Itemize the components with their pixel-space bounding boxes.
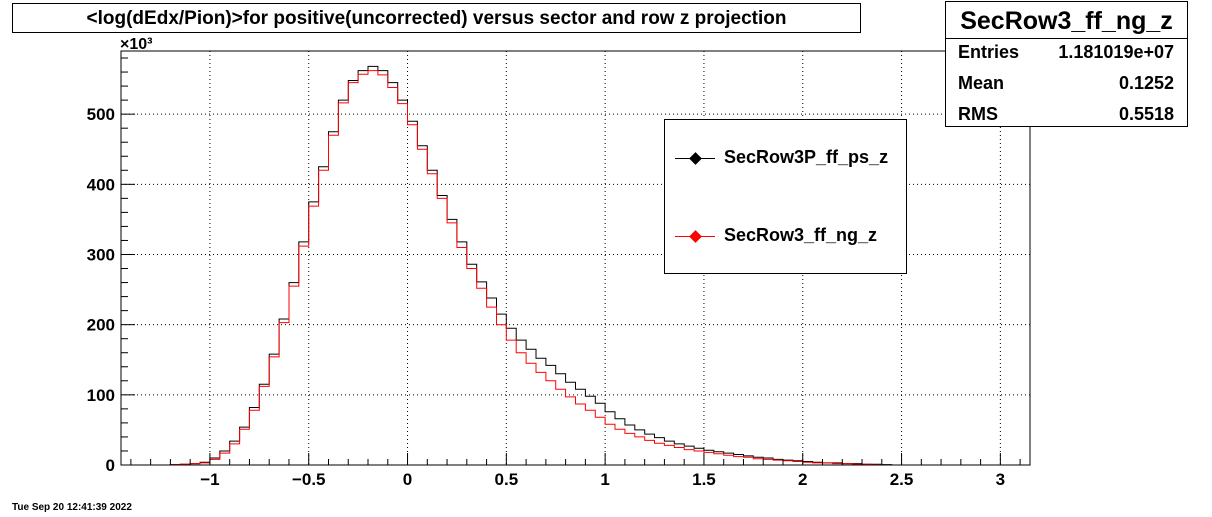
legend-label: SecRow3P_ff_ps_z bbox=[724, 147, 889, 167]
stats-histogram-name: SecRow3_ff_ng_z bbox=[946, 5, 1187, 39]
x-tick-label: 2 bbox=[798, 470, 807, 489]
x-tick-label: 1.5 bbox=[692, 470, 716, 489]
x-tick-label: 1 bbox=[600, 470, 609, 489]
x-tick-label: 0 bbox=[403, 470, 412, 489]
x-tick-label: 2.5 bbox=[890, 470, 914, 489]
stats-rms-value: 0.5518 bbox=[1118, 104, 1174, 124]
axes: −1 −0.5 0 0.5 1 1.5 2 2.5 3 0 100 200 300 400 500 bbox=[87, 57, 1021, 489]
y-tick-label: 300 bbox=[87, 245, 115, 264]
legend-label: SecRow3_ff_ng_z bbox=[724, 225, 878, 245]
y-tick-label: 500 bbox=[87, 105, 115, 124]
chart-title-box: <log(dEdx/Pion)>for positive(uncorrected… bbox=[12, 3, 861, 33]
stats-mean-label: Mean bbox=[958, 73, 1005, 93]
stats-entries-label: Entries bbox=[958, 42, 1020, 62]
stats-entries-value: 1.181019e+07 bbox=[1058, 42, 1174, 62]
chart-title: <log(dEdx/Pion)>for positive(uncorrected… bbox=[86, 8, 787, 29]
stats-box: SecRow3_ff_ng_z Entries 1.181019e+07 Mea… bbox=[945, 1, 1188, 127]
y-axis-multiplier: ×10³ bbox=[120, 36, 152, 53]
x-tick-label: 3 bbox=[996, 470, 1005, 489]
legend-entry-secrow3p: SecRow3P_ff_ps_z bbox=[665, 144, 906, 174]
series-line-SecRow3P_ff_ps_z bbox=[130, 65, 922, 466]
y-tick-label: 100 bbox=[87, 386, 115, 405]
y-tick-label: 400 bbox=[87, 175, 115, 194]
diamond-marker-icon bbox=[689, 230, 702, 243]
diamond-marker-icon bbox=[689, 152, 702, 165]
y-tick-label: 0 bbox=[106, 456, 115, 475]
x-tick-label: 0.5 bbox=[495, 470, 519, 489]
timestamp: Tue Sep 20 12:41:39 2022 bbox=[12, 502, 132, 513]
y-tick-label: 200 bbox=[87, 316, 115, 335]
stats-mean-value: 0.1252 bbox=[1118, 73, 1174, 93]
plot-frame bbox=[120, 50, 1031, 466]
legend-entry-secrow3: SecRow3_ff_ng_z bbox=[665, 222, 906, 252]
legend: SecRow3P_ff_ps_z SecRow3_ff_ng_z bbox=[664, 119, 907, 274]
x-tick-label: −1 bbox=[200, 470, 219, 489]
x-tick-label: −0.5 bbox=[292, 470, 326, 489]
stats-rms-label: RMS bbox=[958, 104, 998, 124]
